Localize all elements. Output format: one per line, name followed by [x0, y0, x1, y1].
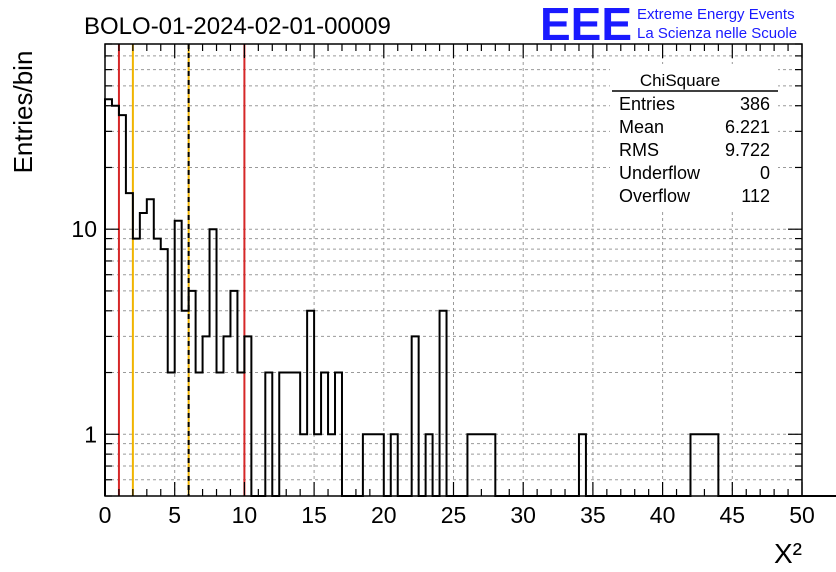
stats-value: 0	[760, 163, 770, 183]
histogram-bin	[412, 336, 419, 496]
histogram-bin	[182, 311, 189, 496]
stats-label: Entries	[619, 94, 675, 114]
stats-label: RMS	[619, 140, 659, 160]
eee-logo: EEE Extreme Energy Events La Scienza nel…	[540, 0, 797, 50]
histogram-bin	[223, 336, 230, 496]
stats-value: 386	[740, 94, 770, 114]
histogram-bin	[112, 106, 119, 496]
x-tick-label: 10	[232, 502, 258, 528]
histogram-bin	[230, 291, 237, 496]
x-tick-label: 50	[789, 502, 815, 528]
x-tick-label: 0	[99, 502, 112, 528]
histogram-bin	[175, 221, 182, 496]
stats-title: ChiSquare	[640, 71, 720, 90]
chart-title: BOLO-01-2024-02-01-00009	[84, 13, 391, 40]
histogram-bin	[210, 229, 217, 496]
x-tick-label: 5	[168, 502, 181, 528]
stats-value: 112	[741, 186, 770, 206]
stats-label: Overflow	[619, 186, 691, 206]
x-tick-label: 40	[650, 502, 676, 528]
x-axis-label: X²	[774, 538, 802, 569]
stats-value: 6.221	[725, 117, 770, 137]
logo-line2: La Scienza nelle Scuole	[637, 25, 797, 42]
logo-line1: Extreme Energy Events	[637, 6, 795, 23]
x-tick-label: 45	[720, 502, 746, 528]
histogram-bin	[147, 199, 154, 496]
histogram-bin	[133, 239, 140, 496]
x-tick-label: 30	[510, 502, 536, 528]
stats-box: ChiSquare Entries 386 Mean 6.221 RMS 9.722 Und…	[610, 64, 778, 209]
threshold-lines	[117, 44, 246, 496]
histogram-bin	[440, 311, 447, 496]
tick-labels: 0 5 10 15 20 25 30 35 40 45 50 1 10	[71, 216, 814, 528]
x-tick-label: 25	[441, 502, 467, 528]
x-tick-label: 35	[580, 502, 606, 528]
x-tick-label: 20	[371, 502, 397, 528]
histogram-bin	[140, 213, 147, 496]
axes	[104, 43, 803, 497]
y-axis-label: Entries/bin	[8, 51, 38, 174]
y-tick-label: 1	[84, 421, 97, 447]
stats-value: 9.722	[725, 140, 770, 160]
logo-mark: EEE	[540, 0, 632, 50]
grid	[105, 44, 802, 496]
histogram-bin	[105, 99, 112, 496]
histogram-bin	[189, 291, 196, 496]
stats-label: Underflow	[619, 163, 701, 183]
histogram-bin	[203, 336, 210, 496]
histogram-bin	[307, 311, 314, 496]
x-tick-label: 15	[301, 502, 327, 528]
histogram-bin	[244, 336, 251, 496]
y-tick-label: 10	[71, 216, 97, 242]
stats-label: Mean	[619, 117, 664, 137]
histogram-bin	[154, 239, 161, 496]
histogram-bin	[119, 115, 126, 496]
